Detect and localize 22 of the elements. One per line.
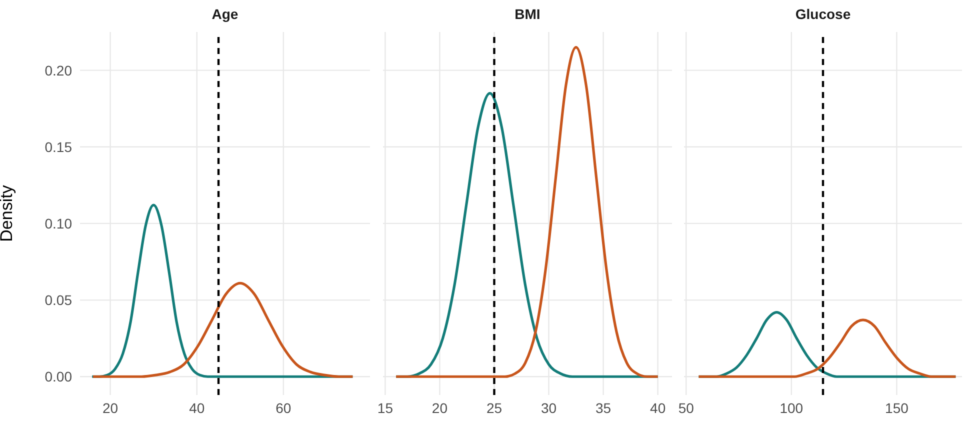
y-tick-label: 0.05 [44, 292, 72, 308]
chart-title: Glucose [794, 6, 852, 22]
y-tick-label: 0.10 [44, 215, 72, 232]
y-axis-title: Density [0, 184, 16, 242]
x-tick-label: 40 [650, 400, 666, 416]
chart-title: Age [210, 6, 240, 22]
x-tick-label: 25 [486, 400, 502, 416]
x-tick-label: 40 [189, 400, 205, 416]
x-tick-label: 100 [780, 400, 804, 416]
chart-title: BMI [514, 6, 542, 22]
x-tick-label: 35 [596, 400, 612, 416]
x-tick-label: 30 [540, 400, 557, 416]
x-tick-label: 20 [432, 400, 448, 416]
y-tick-label: 0.00 [44, 368, 72, 385]
x-tick-label: 50 [678, 400, 694, 416]
x-tick-label: 20 [102, 400, 118, 416]
y-tick-label: 0.20 [44, 62, 72, 78]
x-tick-label: 150 [885, 400, 909, 416]
x-tick-label: 60 [276, 400, 292, 416]
line-series [92, 282, 354, 378]
y-tick-label: 0.15 [44, 138, 72, 155]
x-tick-label: 15 [377, 400, 394, 416]
